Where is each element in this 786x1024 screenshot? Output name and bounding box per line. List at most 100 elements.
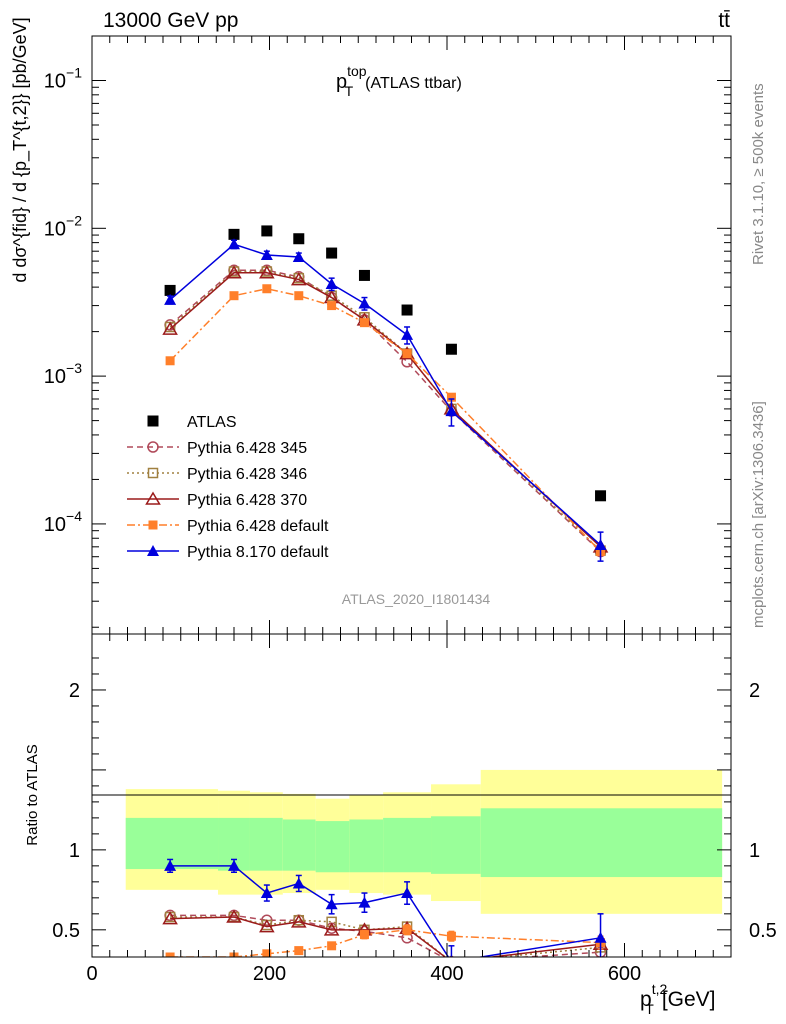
ratio-line-0 <box>170 914 601 957</box>
main-point-5-5 <box>358 297 371 309</box>
legend-marker-0 <box>147 415 159 427</box>
legend-marker-3 <box>145 491 161 505</box>
ratio-inner-band-6 <box>383 817 432 873</box>
main-title: ptop T (ATLAS ttbar) <box>336 63 462 99</box>
analysis-watermark: ATLAS_2020_I1801434 <box>342 591 491 607</box>
ratio-point-4-1 <box>228 859 240 871</box>
main-point-0-1 <box>228 228 240 240</box>
main-point-4-7 <box>446 392 456 402</box>
ratio-point-2-1 <box>226 909 242 923</box>
ratio-point-3-0 <box>165 952 175 957</box>
ratio-ytick-label-right-2: 0.5 <box>749 920 777 942</box>
ratio-point-4-4 <box>325 898 338 910</box>
main-line-2 <box>169 270 602 552</box>
ratio-point-3-5 <box>359 930 369 940</box>
ratio-point-3-3 <box>294 946 304 956</box>
main-point-0-3 <box>293 233 305 245</box>
ratio-inner-band-5 <box>349 819 384 873</box>
legend-marker-1 <box>147 441 159 453</box>
rivet-label: Rivet 3.1.10, ≥ 500k events <box>750 83 767 265</box>
main-point-5-4 <box>325 277 338 289</box>
main-ytick-label-0: 10−1 <box>44 64 82 92</box>
main-ytick-label-1: 10−2 <box>44 212 82 240</box>
ratio-point-2-2 <box>259 919 275 933</box>
main-point-5-2 <box>260 248 273 260</box>
main-point-0-7 <box>445 343 457 355</box>
ratio-point-2-4 <box>323 922 340 936</box>
energy-label: 13000 GeV pp <box>103 9 238 32</box>
ratio-frame <box>91 633 732 958</box>
main-point-3-1 <box>226 265 242 279</box>
main-point-0-8 <box>595 490 607 502</box>
main-point-4-6 <box>402 349 412 359</box>
main-point-5-8 <box>594 539 607 551</box>
ratio-point-4-6 <box>401 887 414 899</box>
legend-marker-4 <box>148 520 158 530</box>
ratio-point-3-7 <box>446 931 456 941</box>
legend-label-3: Pythia 6.428 370 <box>187 492 307 509</box>
ratio-inner-band-4 <box>315 821 350 873</box>
ratio-ytick-label-right-1: 1 <box>749 840 760 862</box>
ratio-ytick-label-right-0: 2 <box>749 680 760 702</box>
x-tick-label-2: 400 <box>430 963 463 985</box>
x-tick-label-1: 200 <box>253 963 286 985</box>
main-point-3-3 <box>290 272 307 286</box>
main-point-4-4 <box>327 301 337 311</box>
ratio-inner-band-0 <box>125 817 219 870</box>
legend-marker-2 <box>147 467 159 479</box>
main-line-4 <box>169 287 602 553</box>
ratio-point-3-2 <box>262 949 272 957</box>
ratio-point-4-8 <box>594 931 607 943</box>
ratio-line-2 <box>170 916 601 957</box>
main-point-0-5 <box>358 269 370 281</box>
mcplots-label: mcplots.cern.ch [arXiv:1306.3436] <box>750 401 767 628</box>
x-tick-label-3: 600 <box>608 963 641 985</box>
x-tick-label-0: 0 <box>86 963 97 985</box>
main-point-5-1 <box>228 238 240 250</box>
legend-label-4: Pythia 6.428 default <box>187 518 329 535</box>
main-point-4-2 <box>262 284 272 294</box>
ratio-point-4-3 <box>292 877 305 889</box>
main-point-3-0 <box>162 321 178 335</box>
main-point-5-6 <box>401 328 414 340</box>
main-line-1 <box>169 269 602 553</box>
main-line-3 <box>169 272 602 548</box>
main-ytick-label-2: 10−3 <box>44 360 82 388</box>
main-ytick-label-3: 10−4 <box>44 508 82 536</box>
ratio-point-2-0 <box>162 911 178 925</box>
main-point-0-2 <box>261 225 273 237</box>
legend-marker-5 <box>147 545 159 556</box>
ratio-uncertainty-bands <box>125 769 723 914</box>
legend-label-0: ATLAS <box>187 414 237 431</box>
main-point-3-2 <box>259 265 275 279</box>
ratio-inner-band-3 <box>282 819 316 871</box>
ratio-point-2-3 <box>290 914 307 928</box>
x-axis-label: pt,2 T [GeV] <box>640 981 716 1017</box>
main-y-label: d dσ^{fid} / d {p_T^{t,2}} [pb/GeV] <box>10 17 31 282</box>
axes-group: 10−1 10−2 10−3 10−4 0 200 400 600 2 2 1 1 0.5 0.5 <box>44 35 777 985</box>
ratio-point-3-6 <box>402 925 412 935</box>
legend-label-2: Pythia 6.428 346 <box>187 466 307 483</box>
main-point-5-0 <box>164 293 177 305</box>
main-point-4-1 <box>229 291 239 301</box>
ratio-ytick-label-left-0: 2 <box>69 680 80 702</box>
main-point-4-3 <box>294 291 304 301</box>
legend-label-5: Pythia 8.170 default <box>187 544 329 561</box>
ratio-inner-band-8 <box>480 808 723 878</box>
ratio-point-1-4 <box>326 916 337 928</box>
process-label: tt̄ <box>718 9 730 32</box>
ratio-point-4-2 <box>260 887 273 899</box>
main-point-4-0 <box>165 356 175 366</box>
main-point-4-5 <box>359 318 369 328</box>
ratio-point-4-0 <box>164 859 177 871</box>
legend: ATLAS Pythia 6.428 345 Pythia 6.428 346 Pyt… <box>127 414 329 561</box>
ratio-ytick-label-left-2: 0.5 <box>52 920 80 942</box>
main-series-group <box>162 225 609 562</box>
main-point-0-4 <box>326 247 338 259</box>
legend-label-1: Pythia 6.428 345 <box>187 440 307 457</box>
ratio-series-group <box>162 858 609 957</box>
ratio-y-label: Ratio to ATLAS <box>24 744 41 845</box>
ratio-inner-band-2 <box>249 817 283 871</box>
main-point-0-0 <box>164 284 176 296</box>
